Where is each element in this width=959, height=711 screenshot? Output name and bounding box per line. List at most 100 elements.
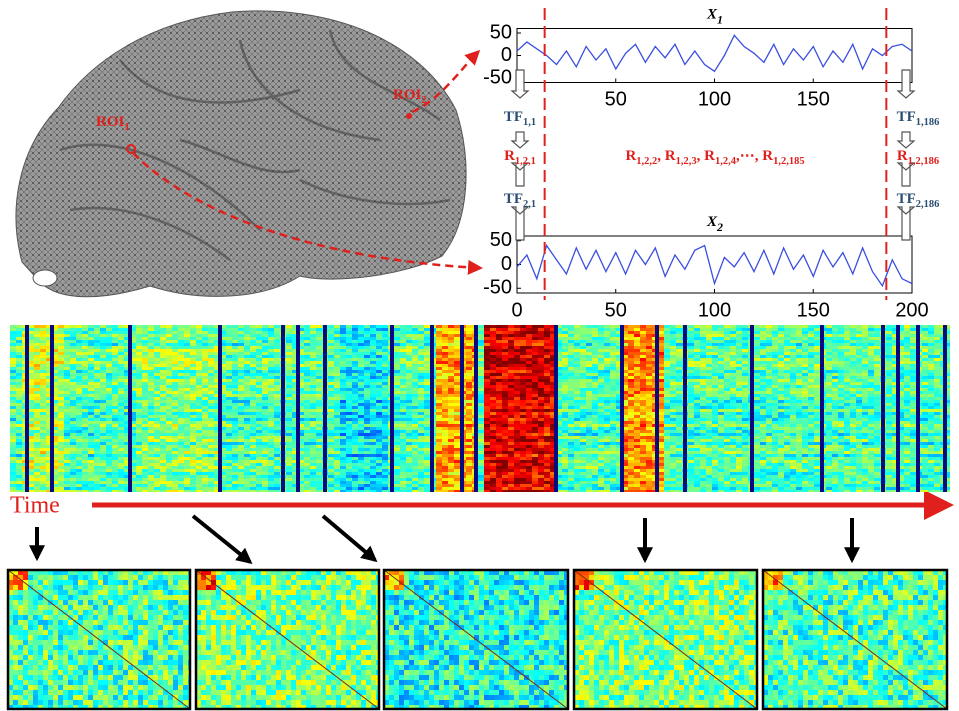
heat-cell bbox=[40, 424, 46, 427]
heat-cell bbox=[478, 466, 484, 469]
heat-cell bbox=[394, 439, 400, 442]
heat-cell bbox=[502, 478, 508, 481]
heat-cell bbox=[166, 472, 172, 475]
heat-cell bbox=[454, 379, 460, 382]
heat-cell bbox=[172, 457, 178, 460]
heat-cell bbox=[142, 382, 148, 385]
heat-cell bbox=[112, 427, 118, 430]
heat-cell bbox=[412, 487, 418, 490]
roi-marker bbox=[406, 113, 412, 119]
heat-cell bbox=[466, 454, 472, 457]
heat-cell bbox=[364, 343, 370, 346]
heat-cell bbox=[160, 358, 166, 361]
heat-cell bbox=[334, 475, 340, 478]
heat-cell bbox=[502, 325, 508, 328]
heat-cell bbox=[88, 379, 94, 382]
heat-cell bbox=[106, 472, 112, 475]
heat-cell bbox=[202, 400, 208, 403]
heat-cell bbox=[364, 457, 370, 460]
heat-cell bbox=[112, 382, 118, 385]
heat-cell bbox=[166, 364, 172, 367]
heat-cell bbox=[226, 409, 232, 412]
heat-cell bbox=[112, 442, 118, 445]
heat-cell bbox=[502, 436, 508, 439]
heat-cell bbox=[394, 460, 400, 463]
heat-cell bbox=[40, 472, 46, 475]
heat-cell bbox=[136, 328, 142, 331]
heat-cell bbox=[100, 400, 106, 403]
heat-cell bbox=[10, 355, 16, 358]
heat-cell bbox=[448, 388, 454, 391]
heat-cell bbox=[232, 418, 238, 421]
heat-cell bbox=[436, 442, 442, 445]
heat-cell bbox=[58, 478, 64, 481]
heat-cell bbox=[244, 436, 250, 439]
heat-cell bbox=[274, 427, 280, 430]
heat-cell bbox=[304, 442, 310, 445]
heat-cell bbox=[94, 325, 100, 328]
heat-cell bbox=[484, 385, 490, 388]
heat-cell bbox=[364, 406, 370, 409]
heat-cell bbox=[82, 340, 88, 343]
heat-cell bbox=[256, 400, 262, 403]
heat-cell bbox=[448, 424, 454, 427]
heat-cell bbox=[172, 430, 178, 433]
heat-cell bbox=[400, 427, 406, 430]
heat-cell bbox=[484, 352, 490, 355]
heat-cell bbox=[16, 391, 22, 394]
heat-cell bbox=[484, 463, 490, 466]
heat-cell bbox=[340, 445, 346, 448]
heat-cell bbox=[304, 436, 310, 439]
heat-cell bbox=[316, 379, 322, 382]
heat-cell bbox=[454, 370, 460, 373]
heat-cell bbox=[208, 472, 214, 475]
heat-cell bbox=[142, 445, 148, 448]
heat-cell bbox=[424, 442, 430, 445]
heat-cell bbox=[304, 472, 310, 475]
heat-cell bbox=[238, 427, 244, 430]
heat-cell bbox=[274, 364, 280, 367]
heat-cell bbox=[274, 385, 280, 388]
heat-cell bbox=[34, 445, 40, 448]
heat-cell bbox=[160, 364, 166, 367]
heat-cell bbox=[70, 424, 76, 427]
heat-cell bbox=[328, 421, 334, 424]
heat-cell bbox=[190, 412, 196, 415]
heat-cell bbox=[82, 466, 88, 469]
heat-cell bbox=[238, 463, 244, 466]
heat-cell bbox=[10, 391, 16, 394]
heat-cell bbox=[520, 418, 526, 421]
heat-cell bbox=[142, 475, 148, 478]
heat-cell bbox=[166, 385, 172, 388]
heat-cell bbox=[196, 385, 202, 388]
heat-cell bbox=[526, 451, 532, 454]
heat-cell bbox=[340, 340, 346, 343]
heat-cell bbox=[268, 469, 274, 472]
heat-cell bbox=[466, 439, 472, 442]
heat-cell bbox=[478, 469, 484, 472]
heat-cell bbox=[58, 487, 64, 490]
heat-cell bbox=[406, 385, 412, 388]
heat-cell bbox=[100, 346, 106, 349]
heat-cell bbox=[346, 484, 352, 487]
heat-cell bbox=[478, 433, 484, 436]
label-text: TF bbox=[504, 191, 523, 207]
heat-cell bbox=[118, 424, 124, 427]
heat-cell bbox=[376, 415, 382, 418]
heat-cell bbox=[496, 427, 502, 430]
heat-cell bbox=[346, 370, 352, 373]
heat-cell bbox=[136, 469, 142, 472]
heat-cell bbox=[310, 478, 316, 481]
heat-cell bbox=[448, 466, 454, 469]
heat-cell bbox=[256, 436, 262, 439]
heat-cell bbox=[148, 412, 154, 415]
heat-cell bbox=[76, 358, 82, 361]
heat-cell bbox=[268, 421, 274, 424]
heat-cell bbox=[202, 433, 208, 436]
heat-cell bbox=[142, 325, 148, 328]
heat-cell bbox=[76, 388, 82, 391]
heat-cell bbox=[262, 442, 268, 445]
heat-cell bbox=[490, 358, 496, 361]
heat-cell bbox=[58, 439, 64, 442]
heat-cell bbox=[376, 331, 382, 334]
